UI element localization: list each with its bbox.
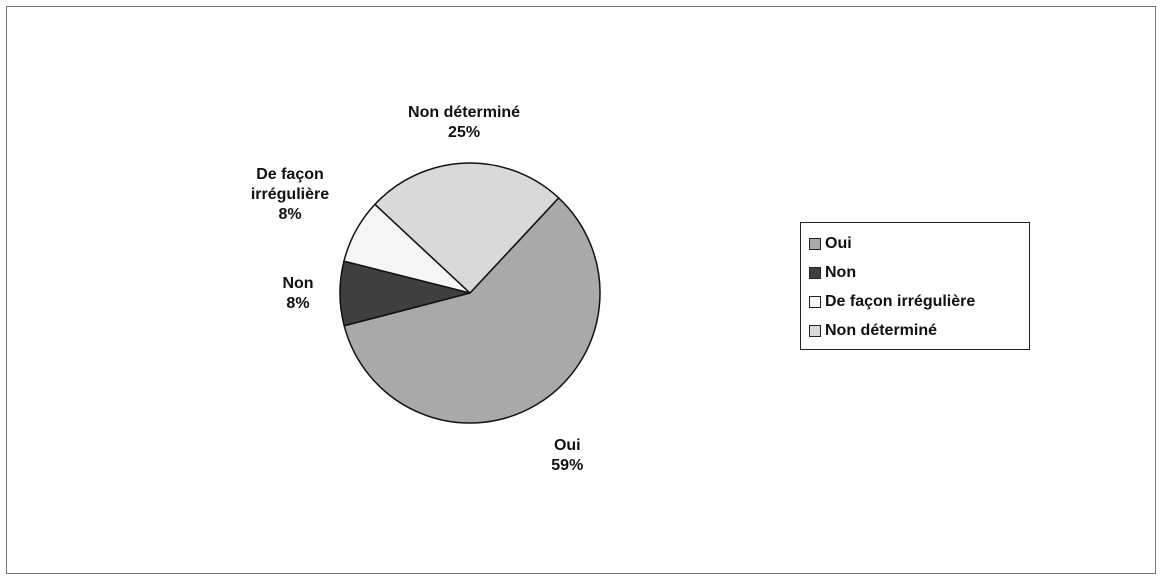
legend-entry: Non xyxy=(809,258,1021,287)
slice-label: Oui 59% xyxy=(551,436,583,476)
slice-category: Non déterminé xyxy=(408,104,521,122)
legend: Oui Non De façon irrégulière Non déterminé xyxy=(800,222,1030,350)
slice-label: Non déterminé 25% xyxy=(408,103,520,143)
legend-entry: Non déterminé xyxy=(809,316,1021,345)
legend-label: De façon irrégulière xyxy=(825,292,976,310)
slice-value: 8% xyxy=(278,205,302,223)
legend-label: Oui xyxy=(825,234,852,252)
slice-label: De façon irrégulière 8% xyxy=(235,165,345,225)
pie-slice xyxy=(343,196,601,424)
legend-entry: De façon irrégulière xyxy=(809,287,1021,316)
slice-label: Non 8% xyxy=(282,274,313,314)
slice-value: 8% xyxy=(286,294,310,312)
legend-swatch xyxy=(809,266,821,279)
slice-value: 25% xyxy=(448,124,481,142)
pie-slice xyxy=(373,162,560,295)
slice-category: Non xyxy=(282,274,314,292)
slice-category: De façon irrégulière xyxy=(250,165,330,203)
legend-swatch xyxy=(809,295,821,308)
legend-label: Non xyxy=(825,263,857,281)
legend-label: Non déterminé xyxy=(825,321,938,339)
legend-entry: Oui xyxy=(809,229,1021,258)
slice-value: 59% xyxy=(551,457,584,475)
legend-swatch xyxy=(809,237,821,250)
slice-category: Oui xyxy=(553,437,581,455)
legend-swatch xyxy=(809,324,821,337)
chart-frame xyxy=(6,6,1156,574)
